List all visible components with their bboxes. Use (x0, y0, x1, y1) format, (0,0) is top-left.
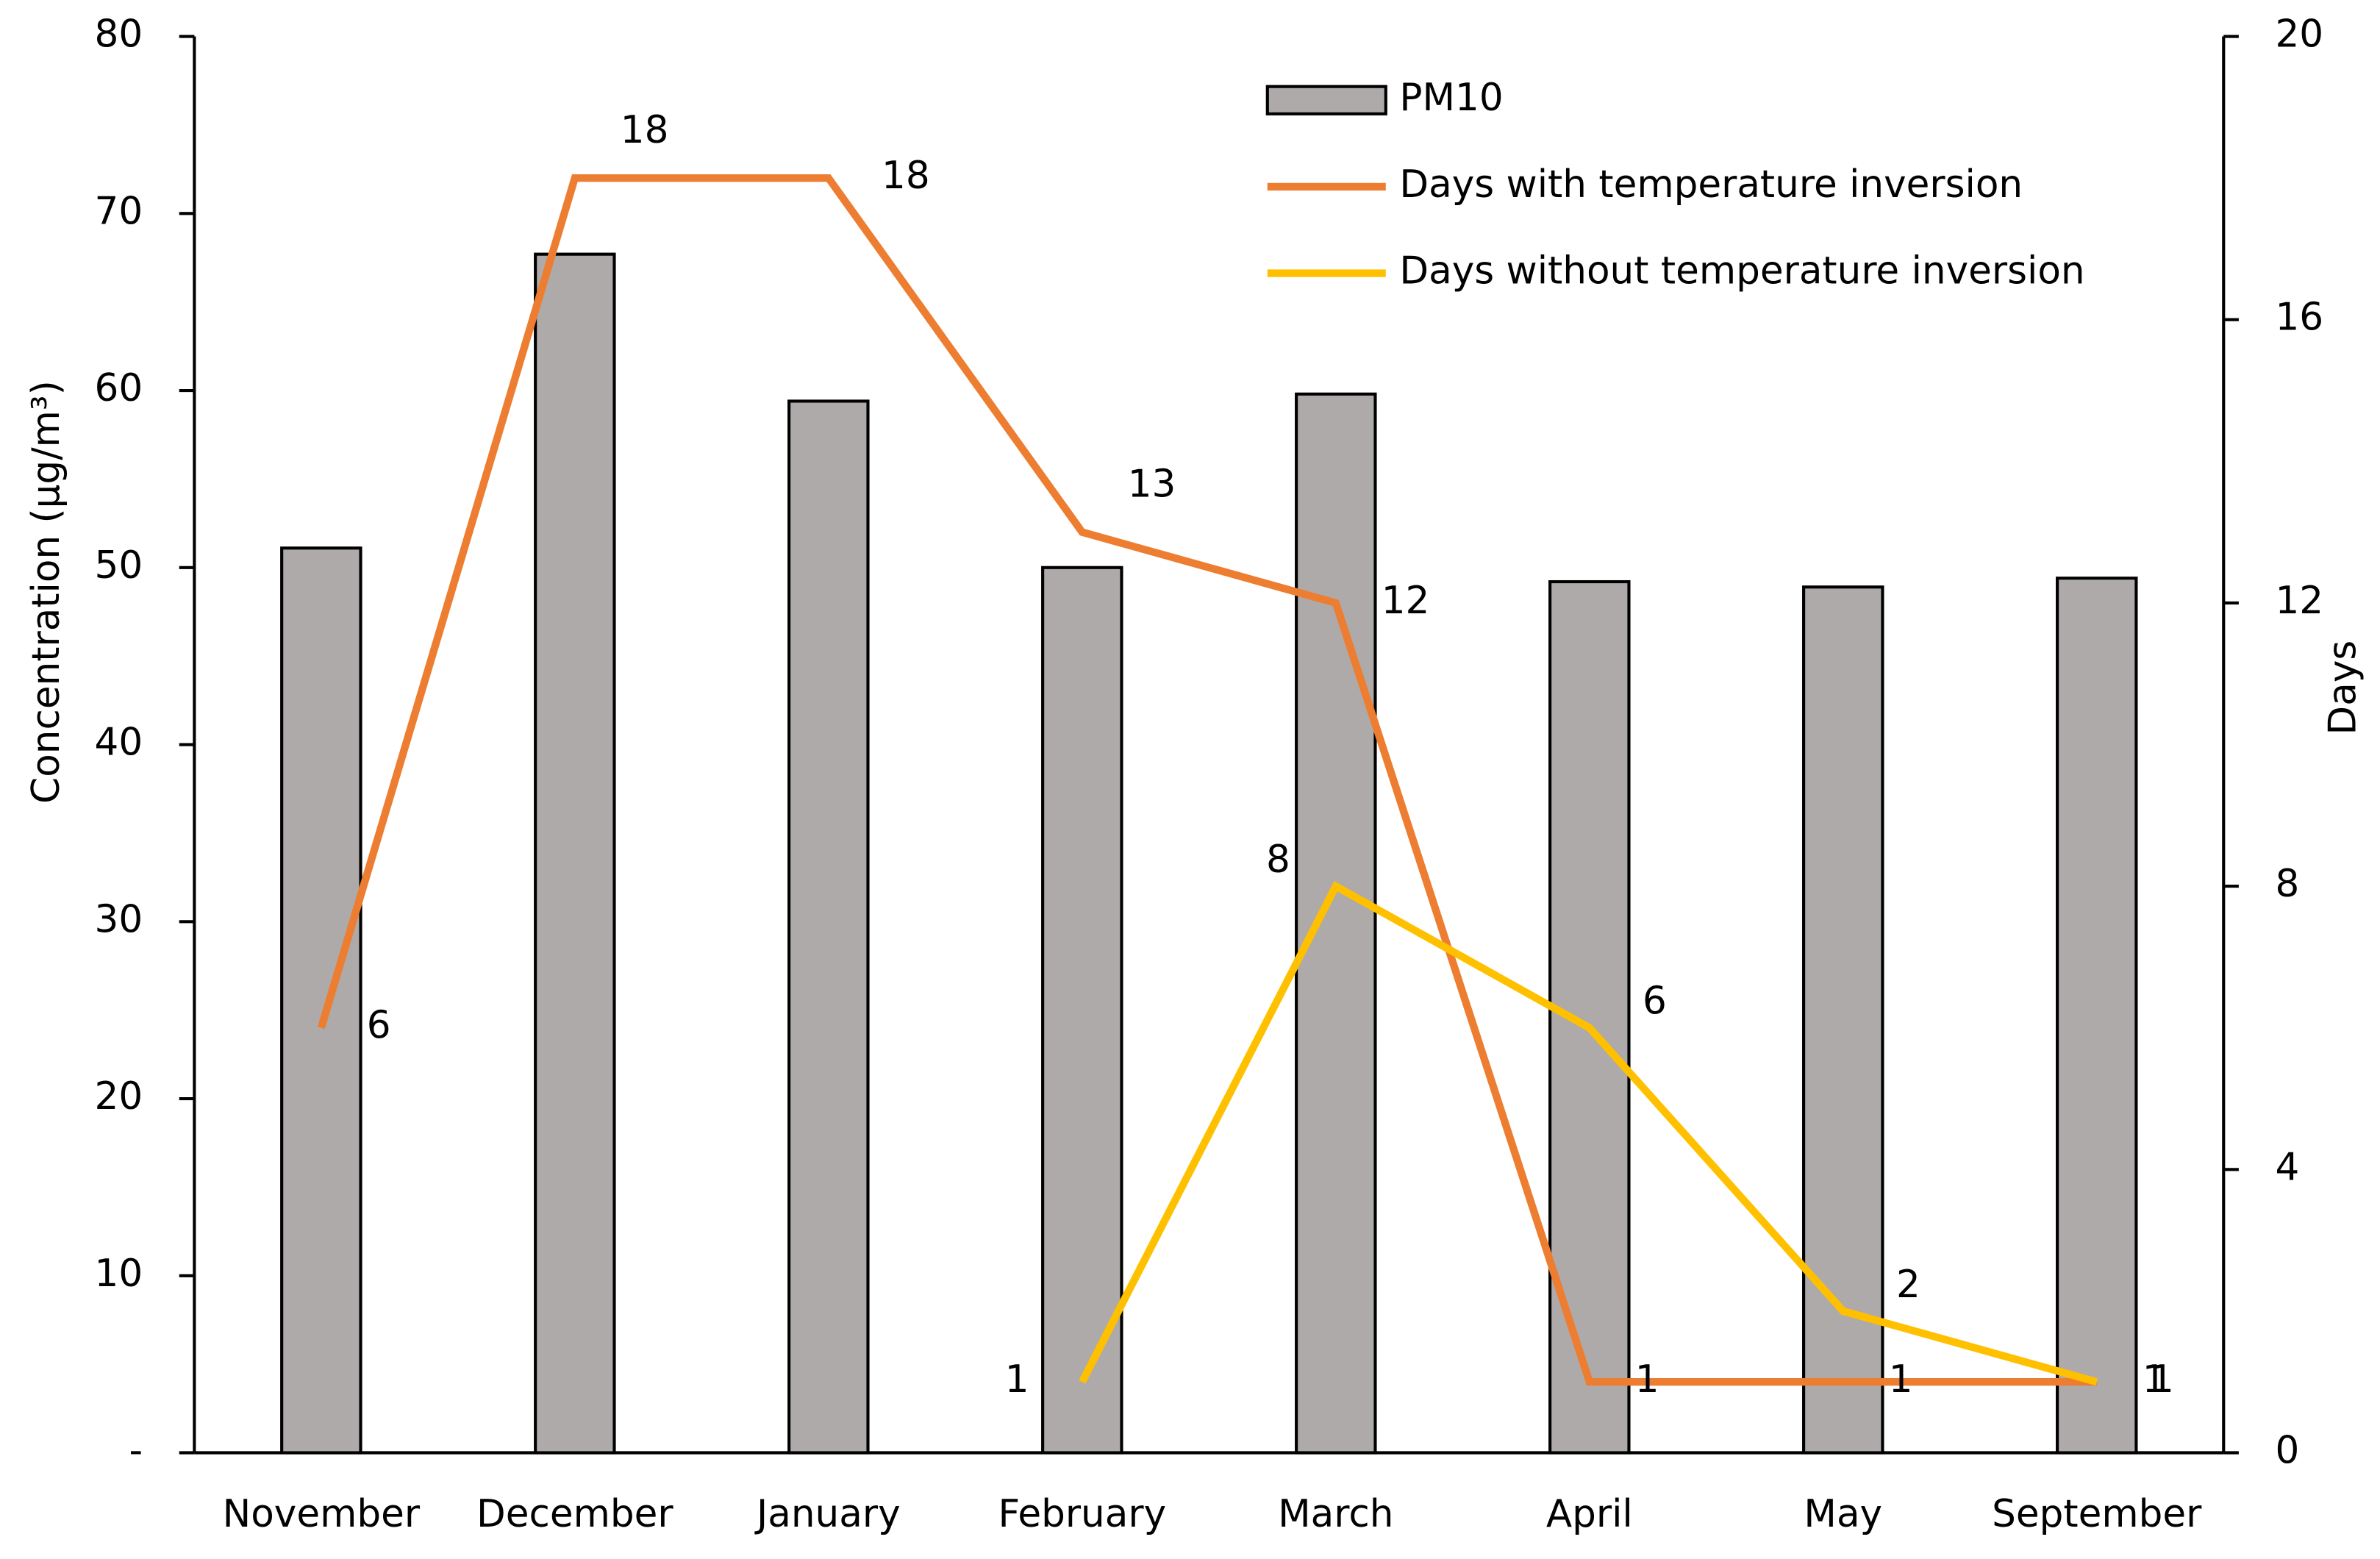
bar (1802, 585, 1884, 1455)
x-tick-label: February (998, 1492, 1166, 1536)
y-tick-label: 80 (95, 13, 143, 57)
data-label: 1 (2143, 1358, 2167, 1402)
y-tick-label: 70 (95, 189, 143, 233)
y-axis-title: Concentration (µg/m³) (24, 380, 68, 804)
data-label: 1 (1889, 1358, 1913, 1402)
y2-axis-title: Days (2320, 641, 2365, 735)
y-tick-label: 20 (95, 1074, 143, 1119)
y-tick-label: 10 (95, 1252, 143, 1296)
y2-tick-label: 4 (2275, 1145, 2299, 1189)
data-label: 1 (1005, 1358, 1029, 1402)
data-label: 1 (2150, 1358, 2174, 1402)
legend-label: Days without temperature inversion (1399, 249, 2084, 293)
bar (787, 399, 870, 1455)
x-tick-label: April (1546, 1492, 1633, 1536)
y-tick-label: 60 (95, 366, 143, 410)
x-tick-label: September (1992, 1492, 2202, 1536)
x-tick-label: November (223, 1492, 421, 1536)
bar (1041, 566, 1123, 1455)
bar (534, 252, 616, 1455)
data-label: 18 (621, 108, 669, 152)
bar (280, 546, 362, 1455)
x-tick-label: May (1804, 1492, 1882, 1536)
y2-tick-label: 12 (2275, 579, 2323, 623)
x-tick-label: December (476, 1492, 673, 1536)
data-label: 18 (882, 154, 930, 198)
y-tick-label: - (129, 1429, 143, 1473)
y-tick-label: 40 (95, 721, 143, 765)
line (1079, 881, 2098, 1386)
data-label: 12 (1382, 579, 1430, 623)
data-label: 1 (1635, 1358, 1659, 1402)
legend-label: PM10 (1399, 76, 1503, 120)
data-label: 8 (1266, 838, 1290, 882)
y2-tick-label: 0 (2275, 1429, 2299, 1473)
bar (2056, 577, 2138, 1455)
bar (1295, 392, 1377, 1455)
x-tick-label: January (754, 1492, 901, 1536)
x-tick-label: March (1278, 1492, 1393, 1536)
data-label: 6 (1643, 980, 1667, 1024)
y2-tick-label: 20 (2275, 13, 2323, 57)
data-label: 6 (367, 1004, 391, 1048)
data-label: 2 (1896, 1263, 1920, 1307)
legend-label: Days with temperature inversion (1399, 163, 2023, 207)
legend-swatch (1265, 85, 1387, 115)
y-tick-label: 50 (95, 543, 143, 588)
data-label: 13 (1128, 463, 1176, 507)
line (317, 174, 2097, 1386)
y2-tick-label: 8 (2275, 862, 2299, 906)
y-tick-label: 30 (95, 897, 143, 941)
bar (1548, 579, 1631, 1455)
y2-tick-label: 16 (2275, 296, 2323, 340)
